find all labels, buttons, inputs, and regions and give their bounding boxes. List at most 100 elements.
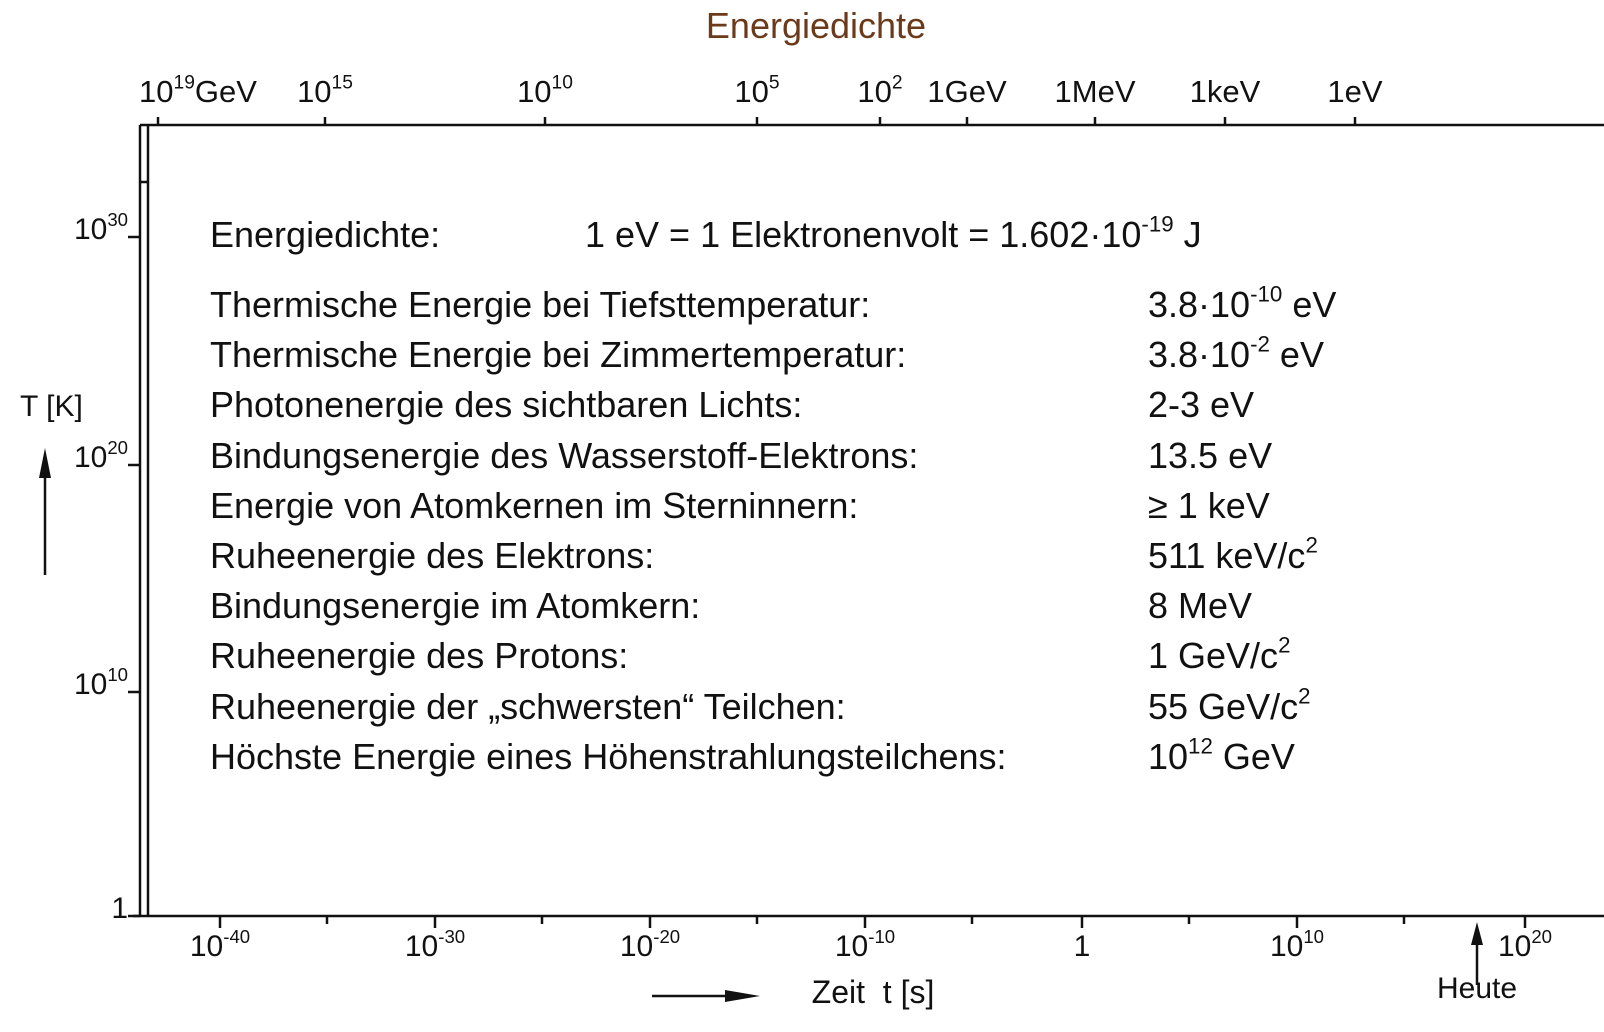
left-axis-label: T [K] xyxy=(20,392,83,422)
top-tick-label: 1GeV xyxy=(927,76,1006,107)
text-part: 10 xyxy=(297,74,332,109)
text-part: 1eV xyxy=(1327,74,1383,109)
row-value: ≥ 1 keV xyxy=(1148,484,1270,526)
superscript: -19 xyxy=(1141,211,1174,237)
text-part: 10 xyxy=(1497,930,1532,963)
box-heading-value: 1 eV = 1 Elektronenvolt = 1.602·10-19 J xyxy=(585,213,1202,255)
bottom-tick-label: 1010 xyxy=(1270,927,1324,962)
superscript: -2 xyxy=(1250,331,1270,357)
row-label: Höchste Energie eines Höhenstrahlungstei… xyxy=(210,735,1007,777)
row-label-text: Thermische Energie bei Zimmertemperatur: xyxy=(210,334,907,376)
row-label-text: Photonenergie des sichtbaren Lichts: xyxy=(210,384,803,426)
text-part: 1 xyxy=(111,892,128,925)
text-part: GeV xyxy=(194,74,257,109)
superscript: -30 xyxy=(438,925,466,947)
row-label: Thermische Energie bei Tiefsttemperatur: xyxy=(210,287,870,323)
title: Energiedichte xyxy=(706,8,926,44)
row-label: Bindungsenergie des Wasserstoff-Elektron… xyxy=(210,437,918,474)
text-part: ≥ 1 keV xyxy=(1148,484,1270,526)
text: Energiedichte: xyxy=(210,214,441,255)
text-part: 10 xyxy=(73,441,108,474)
row-label: Photonenergie des sichtbaren Lichts: xyxy=(210,387,802,423)
top-tick-label: 105 xyxy=(734,72,780,109)
superscript: 10 xyxy=(1303,925,1325,947)
left-tick-label: 1020 xyxy=(73,438,128,474)
row-value: 511 keV/c2 xyxy=(1148,534,1318,576)
text-part: 3.8·10 xyxy=(1148,334,1251,376)
text-part: 10 xyxy=(73,213,108,246)
superscript: 2 xyxy=(1298,682,1311,708)
row-label-text: Thermische Energie bei Tiefsttemperatur: xyxy=(210,284,871,325)
row-label: Ruheenergie des Elektrons: xyxy=(210,538,654,574)
row-label: Bindungsenergie im Atomkern: xyxy=(210,588,700,624)
top-tick-label: 1010 xyxy=(517,72,573,109)
text-part: 511 keV/c xyxy=(1148,535,1306,576)
bottom-tick-label: 1 xyxy=(1074,932,1091,962)
text-part: 10 xyxy=(857,74,892,109)
bottom-tick-label: 1020 xyxy=(1497,927,1552,963)
text-part: 10 xyxy=(619,930,654,963)
row-label-text: Energie von Atomkernen im Sterninnern: xyxy=(210,484,859,526)
superscript: -10 xyxy=(1250,281,1283,307)
top-tick-label: 1MeV xyxy=(1055,76,1136,107)
row-label-text: Bindungsenergie im Atomkern: xyxy=(210,585,701,627)
text-part: J xyxy=(1173,214,1202,255)
top-tick-label: 1015 xyxy=(297,72,353,109)
left-tick-label: 1 xyxy=(111,894,128,924)
text-part: 1 GeV/c xyxy=(1148,635,1279,677)
row-label-text: Höchste Energie eines Höhenstrahlungstei… xyxy=(210,735,1007,777)
superscript: 15 xyxy=(331,72,353,94)
row-value: 2-3 eV xyxy=(1148,387,1254,423)
text-part: 10 xyxy=(139,74,174,109)
superscript: -40 xyxy=(223,925,251,947)
text-part: 10 xyxy=(834,930,869,963)
bottom-tick-label: 10-40 xyxy=(189,927,250,963)
bottom-axis-label: Zeit t [s] xyxy=(812,976,935,1008)
row-value: 55 GeV/c2 xyxy=(1148,684,1311,727)
text-part: 1 xyxy=(1073,930,1091,963)
bottom-tick-label: 10-30 xyxy=(404,927,465,963)
text-part: 55 GeV/c xyxy=(1148,685,1299,727)
row-value: 13.5 eV xyxy=(1148,437,1272,474)
text-part: 10 xyxy=(517,74,552,109)
marker-label: Heute xyxy=(1437,974,1517,1004)
top-tick-label: 1019GeV xyxy=(139,73,257,109)
left-axis-label-text: T [K] xyxy=(20,390,83,423)
title-text: Energiedichte xyxy=(705,5,927,46)
text-part: 10 xyxy=(734,74,769,109)
row-label-text: Ruheenergie des Elektrons: xyxy=(210,535,655,576)
text-part: 10 xyxy=(404,930,439,963)
superscript: 5 xyxy=(768,72,780,94)
text-part: 10 xyxy=(73,668,108,701)
bottom-tick-label: 10-10 xyxy=(834,927,895,963)
box-heading-label: Energiedichte: xyxy=(210,217,440,253)
superscript: -20 xyxy=(653,925,681,947)
text-part: 10 xyxy=(189,930,224,963)
text-part: 10 xyxy=(1148,735,1189,777)
text-part: 1 eV = 1 Elektronenvolt = 1.602·10 xyxy=(585,214,1142,255)
superscript: 20 xyxy=(1531,925,1553,947)
text-part: 1keV xyxy=(1189,74,1261,109)
left-tick-label: 1030 xyxy=(73,210,128,246)
left-tick-label: 1010 xyxy=(73,665,128,701)
row-label: Energie von Atomkernen im Sterninnern: xyxy=(210,484,859,526)
row-label-text: Ruheenergie des Protons: xyxy=(210,635,629,677)
top-tick-label: 102 xyxy=(857,73,902,109)
marker-label-text: Heute xyxy=(1436,972,1518,1005)
bottom-axis-label-text: Zeit t [s] xyxy=(811,974,935,1010)
top-tick-label: 1keV xyxy=(1190,76,1261,107)
superscript: 10 xyxy=(551,72,573,94)
row-value: 8 MeV xyxy=(1148,588,1252,624)
row-value: 1 GeV/c2 xyxy=(1148,634,1290,677)
text-part: eV xyxy=(1269,334,1324,376)
superscript: 10 xyxy=(107,663,128,685)
row-label: Ruheenergie des Protons: xyxy=(210,638,628,674)
text-part: 1GeV xyxy=(927,74,1007,109)
row-label-text: Ruheenergie der „schwersten“ Teilchen: xyxy=(210,685,846,727)
superscript: 30 xyxy=(107,208,128,230)
superscript: 20 xyxy=(107,436,128,458)
superscript: -10 xyxy=(868,925,896,947)
text-part: eV xyxy=(1282,284,1337,325)
text-part: 1MeV xyxy=(1054,74,1136,109)
